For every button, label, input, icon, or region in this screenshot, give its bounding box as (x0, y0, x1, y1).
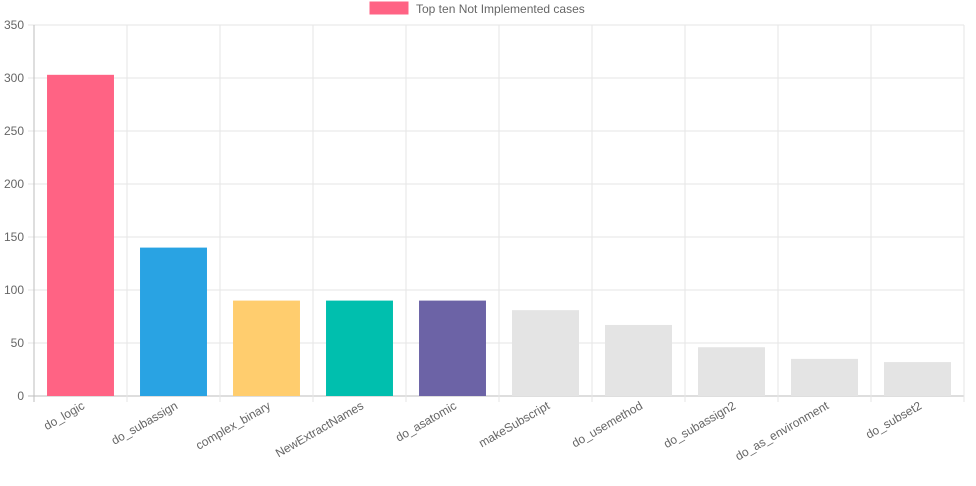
x-tick-label: do_asatomic (393, 398, 459, 444)
y-tick-label: 250 (4, 124, 24, 138)
bar-do_subset2[interactable] (884, 362, 951, 396)
x-tick-label: do_subset2 (863, 398, 924, 441)
bar-NewExtractNames[interactable] (326, 300, 393, 396)
legend-label: Top ten Not Implemented cases (416, 2, 585, 16)
bars (47, 74, 951, 396)
legend[interactable]: Top ten Not Implemented cases (369, 1, 585, 16)
grid-lines (28, 24, 965, 402)
bar-do_usemethod[interactable] (605, 324, 672, 396)
bar-do_as_environment[interactable] (791, 358, 858, 396)
bar-do_subassign2[interactable] (698, 347, 765, 396)
x-tick-label: complex_binary (193, 398, 273, 452)
bar-complex_binary[interactable] (233, 300, 300, 396)
legend-swatch (369, 1, 409, 15)
x-tick-label: NewExtractNames (273, 398, 366, 460)
x-tick-label: makeSubscript (476, 398, 552, 450)
y-tick-label: 0 (17, 389, 24, 403)
y-tick-label: 100 (4, 283, 24, 297)
axes: 0 50 100 150 200 250 300 350 do_logic do_subassig… (4, 18, 924, 463)
bar-do_subassign[interactable] (140, 247, 207, 396)
x-tick-label: do_logic (41, 398, 87, 432)
y-tick-label: 300 (4, 71, 24, 85)
bar-do_logic[interactable] (47, 74, 114, 396)
bar-do_asatomic[interactable] (419, 300, 486, 396)
y-tick-label: 200 (4, 177, 24, 191)
y-tick-label: 350 (4, 18, 24, 32)
x-tick-label: do_subassign2 (661, 398, 738, 451)
y-tick-label: 150 (4, 230, 24, 244)
bar-makeSubscript[interactable] (512, 310, 579, 396)
y-tick-label: 50 (11, 336, 25, 350)
x-tick-label: do_usemethod (569, 398, 645, 450)
x-tick-label: do_as_environment (733, 398, 832, 463)
x-tick-label: do_subassign (109, 398, 180, 447)
